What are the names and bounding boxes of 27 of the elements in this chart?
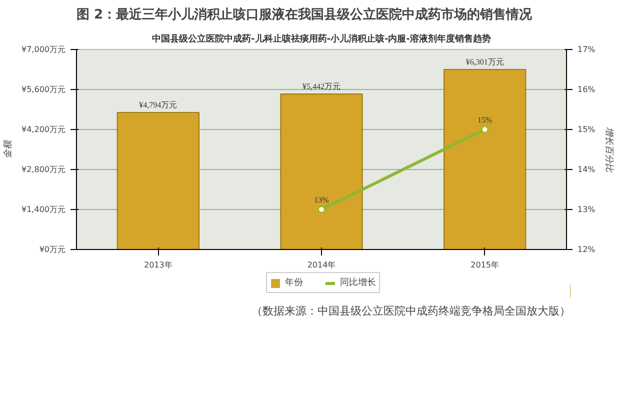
y-tick-label: ¥4,200万元: [22, 125, 66, 134]
y-tick-label: ¥5,600万元: [22, 85, 66, 94]
x-tick-label: 2014年: [307, 260, 336, 270]
data-label: ¥6,301万元: [466, 57, 504, 66]
y2-tick-label: 15%: [578, 125, 596, 134]
y-tick-label: ¥7,000万元: [22, 45, 66, 54]
x-tick-label: 2013年: [144, 260, 172, 270]
legend-label: 同比增长: [340, 276, 376, 289]
data-label: 13%: [314, 196, 330, 204]
y-axis-title: 金额: [2, 138, 14, 158]
chart-subtitle: 中国县级公立医院中成药-儿科止咳祛痰用药-小儿消积止咳-内服-溶液剂年度销售趋势: [152, 34, 491, 44]
y2-tick-label: 13%: [578, 205, 596, 214]
y-tick-label: ¥2,800万元: [22, 165, 66, 174]
data-label: ¥5,442万元: [302, 82, 340, 92]
legend-label: 年份: [285, 276, 304, 289]
y-tick-label: ¥1,400万元: [22, 205, 66, 214]
x-tick-label: 2015年: [470, 260, 500, 270]
chart-title: 图 2：最近三年小儿消积止咳口服液在我国县级公立医院中成药市场的销售情况: [76, 6, 534, 22]
y2-tick-label: 14%: [578, 165, 596, 174]
y2-tick-label: 12%: [578, 245, 596, 254]
text: （数据来源：中国县级公立医院中成药终端竞争格局全国放大版）: [252, 304, 570, 318]
data-label: ¥4,794万元: [139, 100, 178, 110]
y2-tick-label: 17%: [578, 45, 596, 54]
y-tick-label: ¥0万元: [39, 245, 66, 254]
data-label: 15%: [478, 116, 492, 124]
y2-tick-label: 16%: [578, 85, 596, 94]
y2-axis-title: 增长百分比: [603, 127, 614, 173]
